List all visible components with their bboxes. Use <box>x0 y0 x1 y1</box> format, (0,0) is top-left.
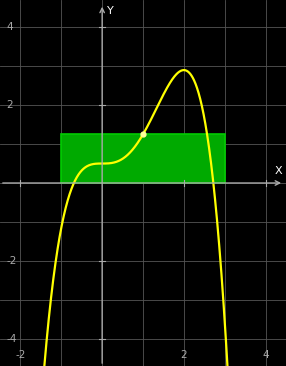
Text: -2: -2 <box>15 350 26 360</box>
Bar <box>61 134 225 183</box>
Text: -2: -2 <box>6 256 17 266</box>
Text: X: X <box>274 166 282 176</box>
Text: 2: 2 <box>180 350 187 360</box>
Text: -4: -4 <box>6 334 17 344</box>
Text: 2: 2 <box>6 100 13 110</box>
Text: Y: Y <box>107 6 114 16</box>
Text: 4: 4 <box>262 350 269 360</box>
Text: 4: 4 <box>6 22 13 32</box>
